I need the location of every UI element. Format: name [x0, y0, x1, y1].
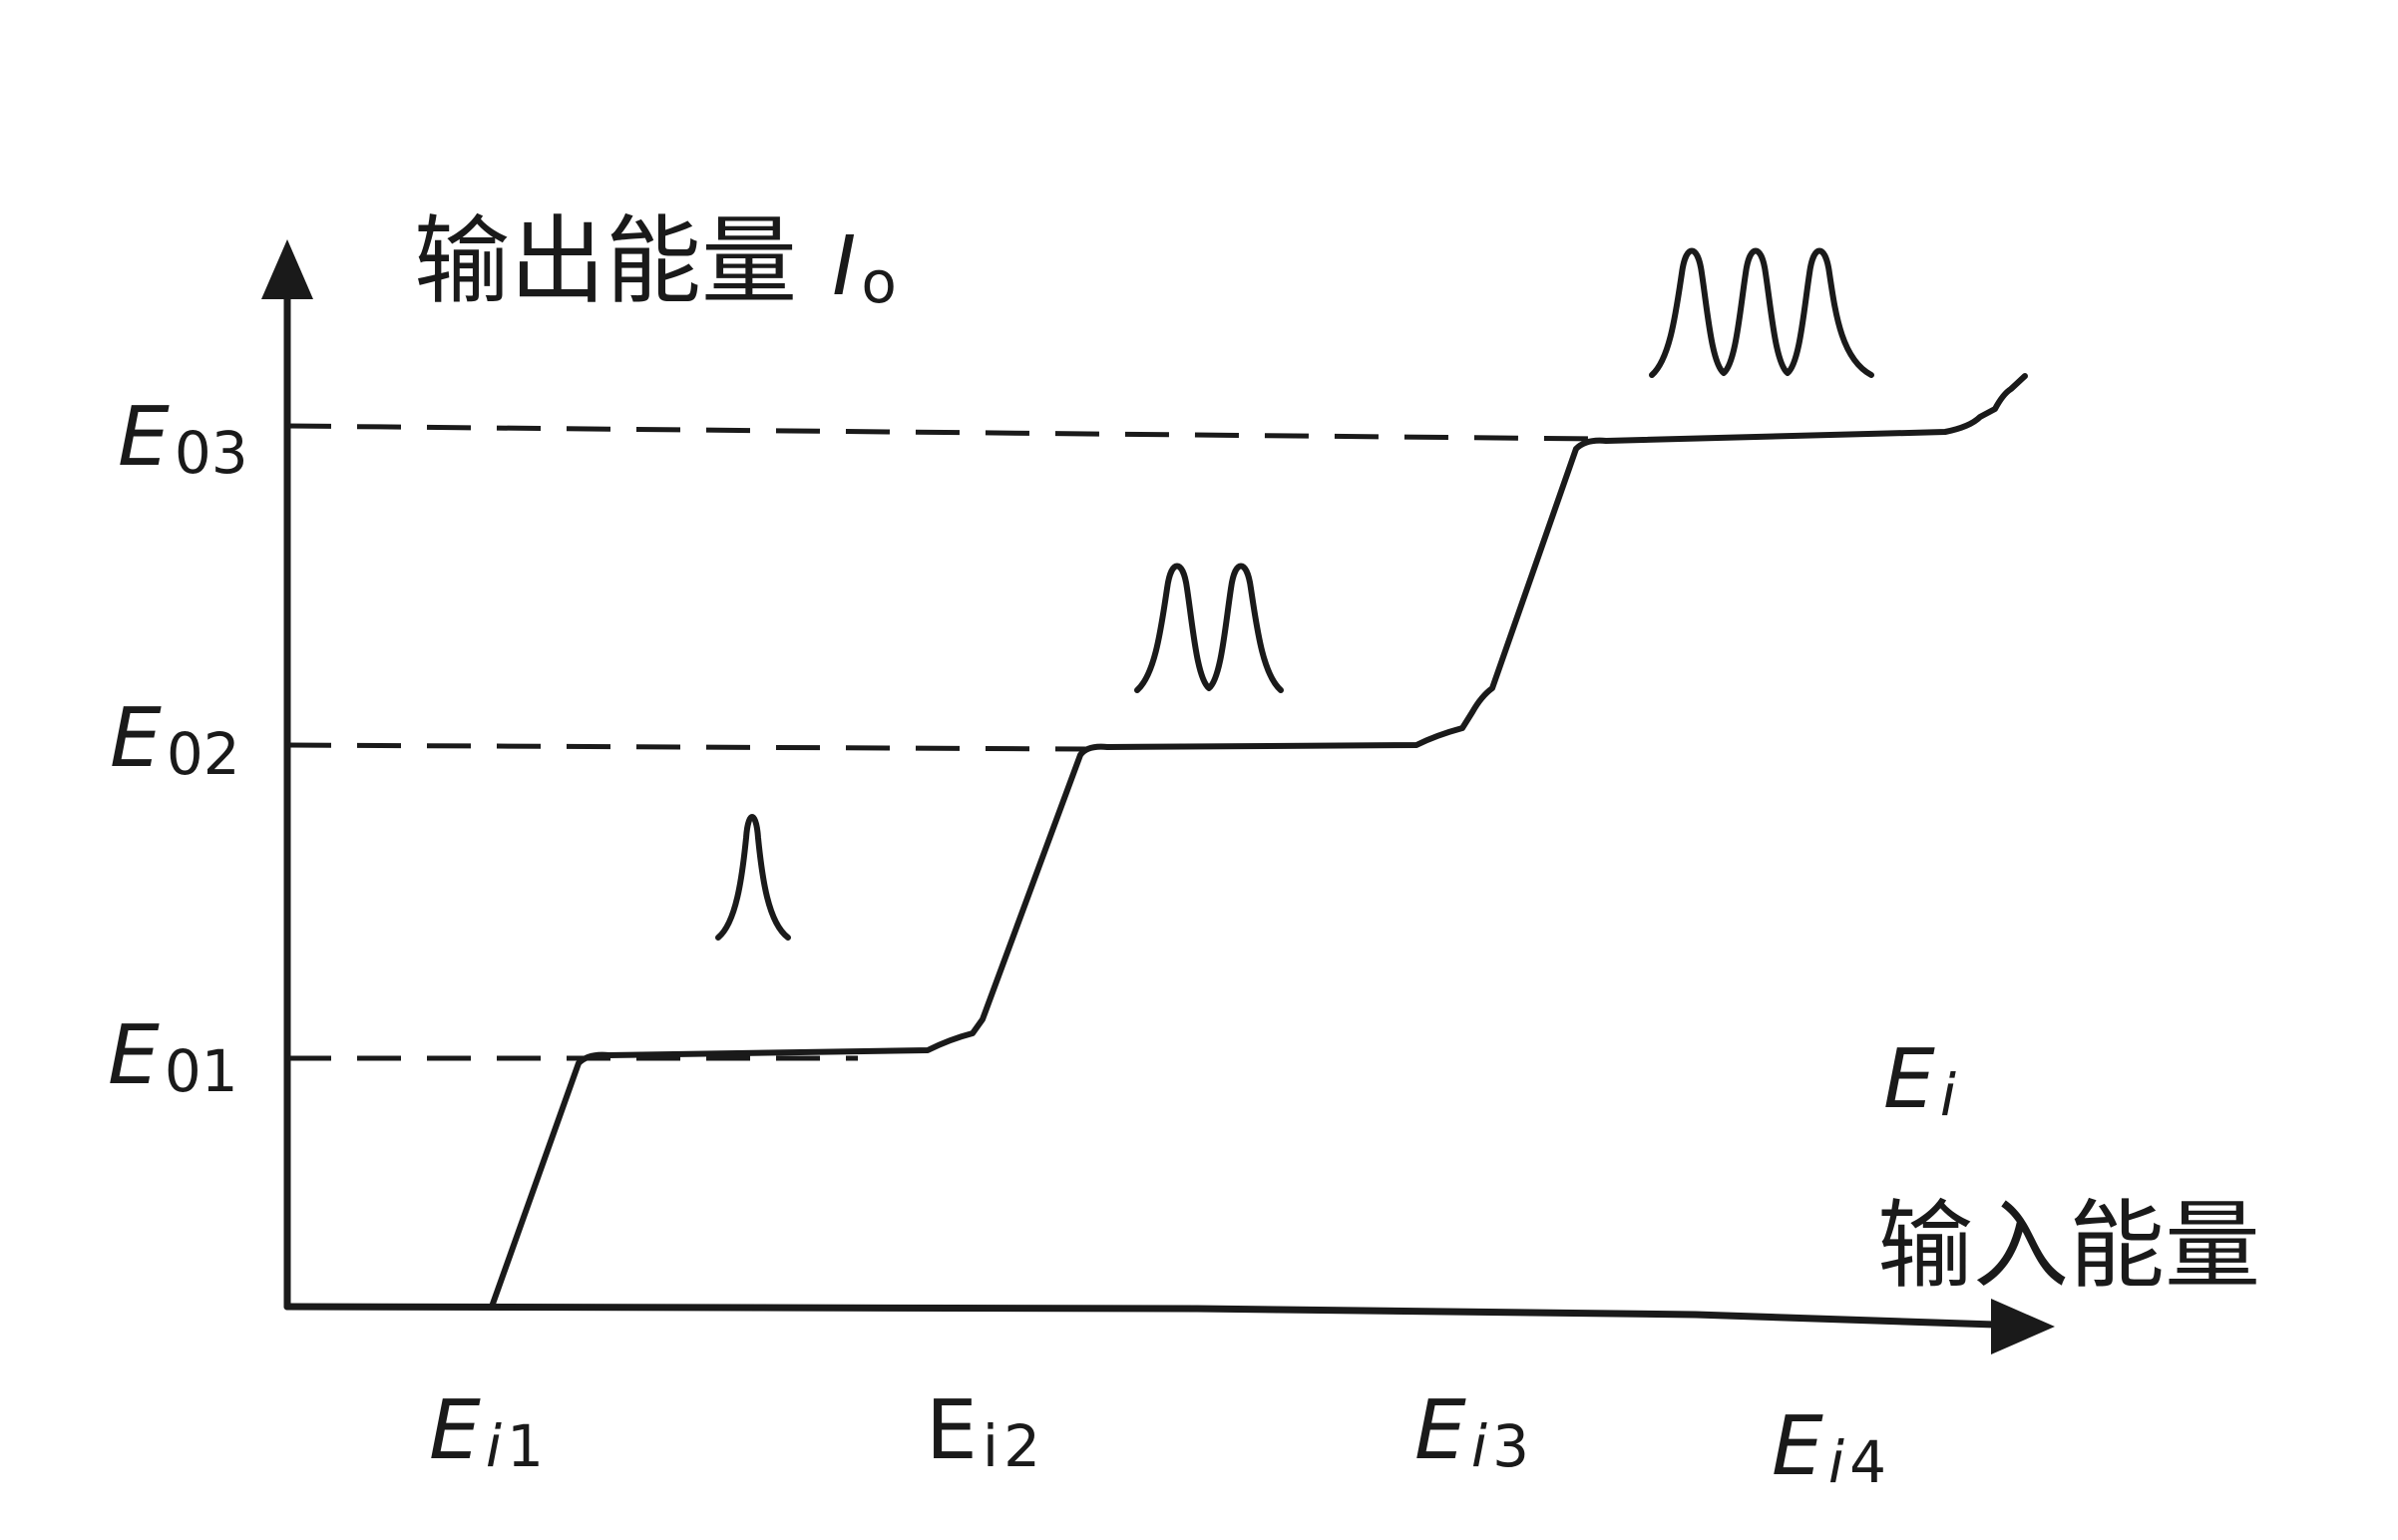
x-axis-arrow-icon	[1991, 1299, 2055, 1354]
output-staircase-curve	[489, 373, 2028, 1310]
level-label-e02-sub: 02	[167, 720, 240, 788]
y-axis-symbol: I	[832, 219, 856, 314]
x-axis-line	[283, 1303, 1999, 1329]
y-axis-arrow-icon	[261, 239, 313, 299]
y-axis-symbol-sub: o	[861, 248, 897, 316]
threshold-ei1-sub-num: 1	[507, 1412, 544, 1480]
y-axis-label: 输出能量 I o	[414, 205, 897, 317]
level-label-e03: E 03	[118, 390, 248, 487]
level-label-e02-symbol: E	[110, 691, 162, 786]
pulse-group-2	[1134, 563, 1284, 693]
threshold-ei2-sub-num: 2	[1003, 1412, 1040, 1480]
threshold-ei3-symbol: E	[1414, 1383, 1466, 1478]
x-axis-symbol-label: E i	[1883, 1032, 1956, 1129]
single-pulse-icon	[715, 814, 791, 941]
threshold-label-ei2: E i 2	[926, 1383, 1040, 1480]
level-label-e03-sub: 03	[175, 419, 248, 487]
threshold-ei2-sub-var: i	[983, 1412, 999, 1480]
threshold-ei1-symbol: E	[429, 1383, 481, 1478]
x-axis-symbol: E	[1883, 1032, 1935, 1127]
threshold-ei3-sub-var: i	[1471, 1412, 1487, 1480]
pulse-group-1	[715, 814, 791, 941]
threshold-label-ei1: E i 1	[429, 1383, 544, 1480]
level-label-e01-sub: 01	[165, 1037, 238, 1105]
level-label-e03-symbol: E	[118, 390, 170, 485]
threshold-ei4-sub-var: i	[1828, 1428, 1844, 1496]
threshold-ei3-sub-num: 3	[1492, 1412, 1529, 1480]
threshold-label-ei3: E i 3	[1414, 1383, 1529, 1480]
threshold-ei4-symbol: E	[1772, 1399, 1823, 1494]
triple-pulse-icon	[1649, 247, 1874, 378]
level-dash-e02	[286, 742, 1088, 752]
level-label-e01: E 01	[108, 1008, 238, 1105]
pulse-group-3	[1649, 247, 1874, 378]
threshold-ei4-sub-num: 4	[1849, 1428, 1886, 1496]
double-pulse-icon	[1134, 563, 1284, 693]
threshold-ei2-symbol: E	[926, 1383, 978, 1478]
y-axis-label-text: 输出能量	[414, 205, 797, 317]
threshold-label-ei4: E i 4	[1772, 1399, 1886, 1496]
threshold-ei1-sub-var: i	[486, 1412, 502, 1480]
level-label-e02: E 02	[110, 691, 240, 788]
level-label-e01-symbol: E	[108, 1008, 160, 1103]
level-dash-e03	[286, 423, 1597, 442]
x-axis-label: 输入能量	[1877, 1190, 2260, 1302]
x-axis-symbol-sub: i	[1940, 1061, 1956, 1129]
